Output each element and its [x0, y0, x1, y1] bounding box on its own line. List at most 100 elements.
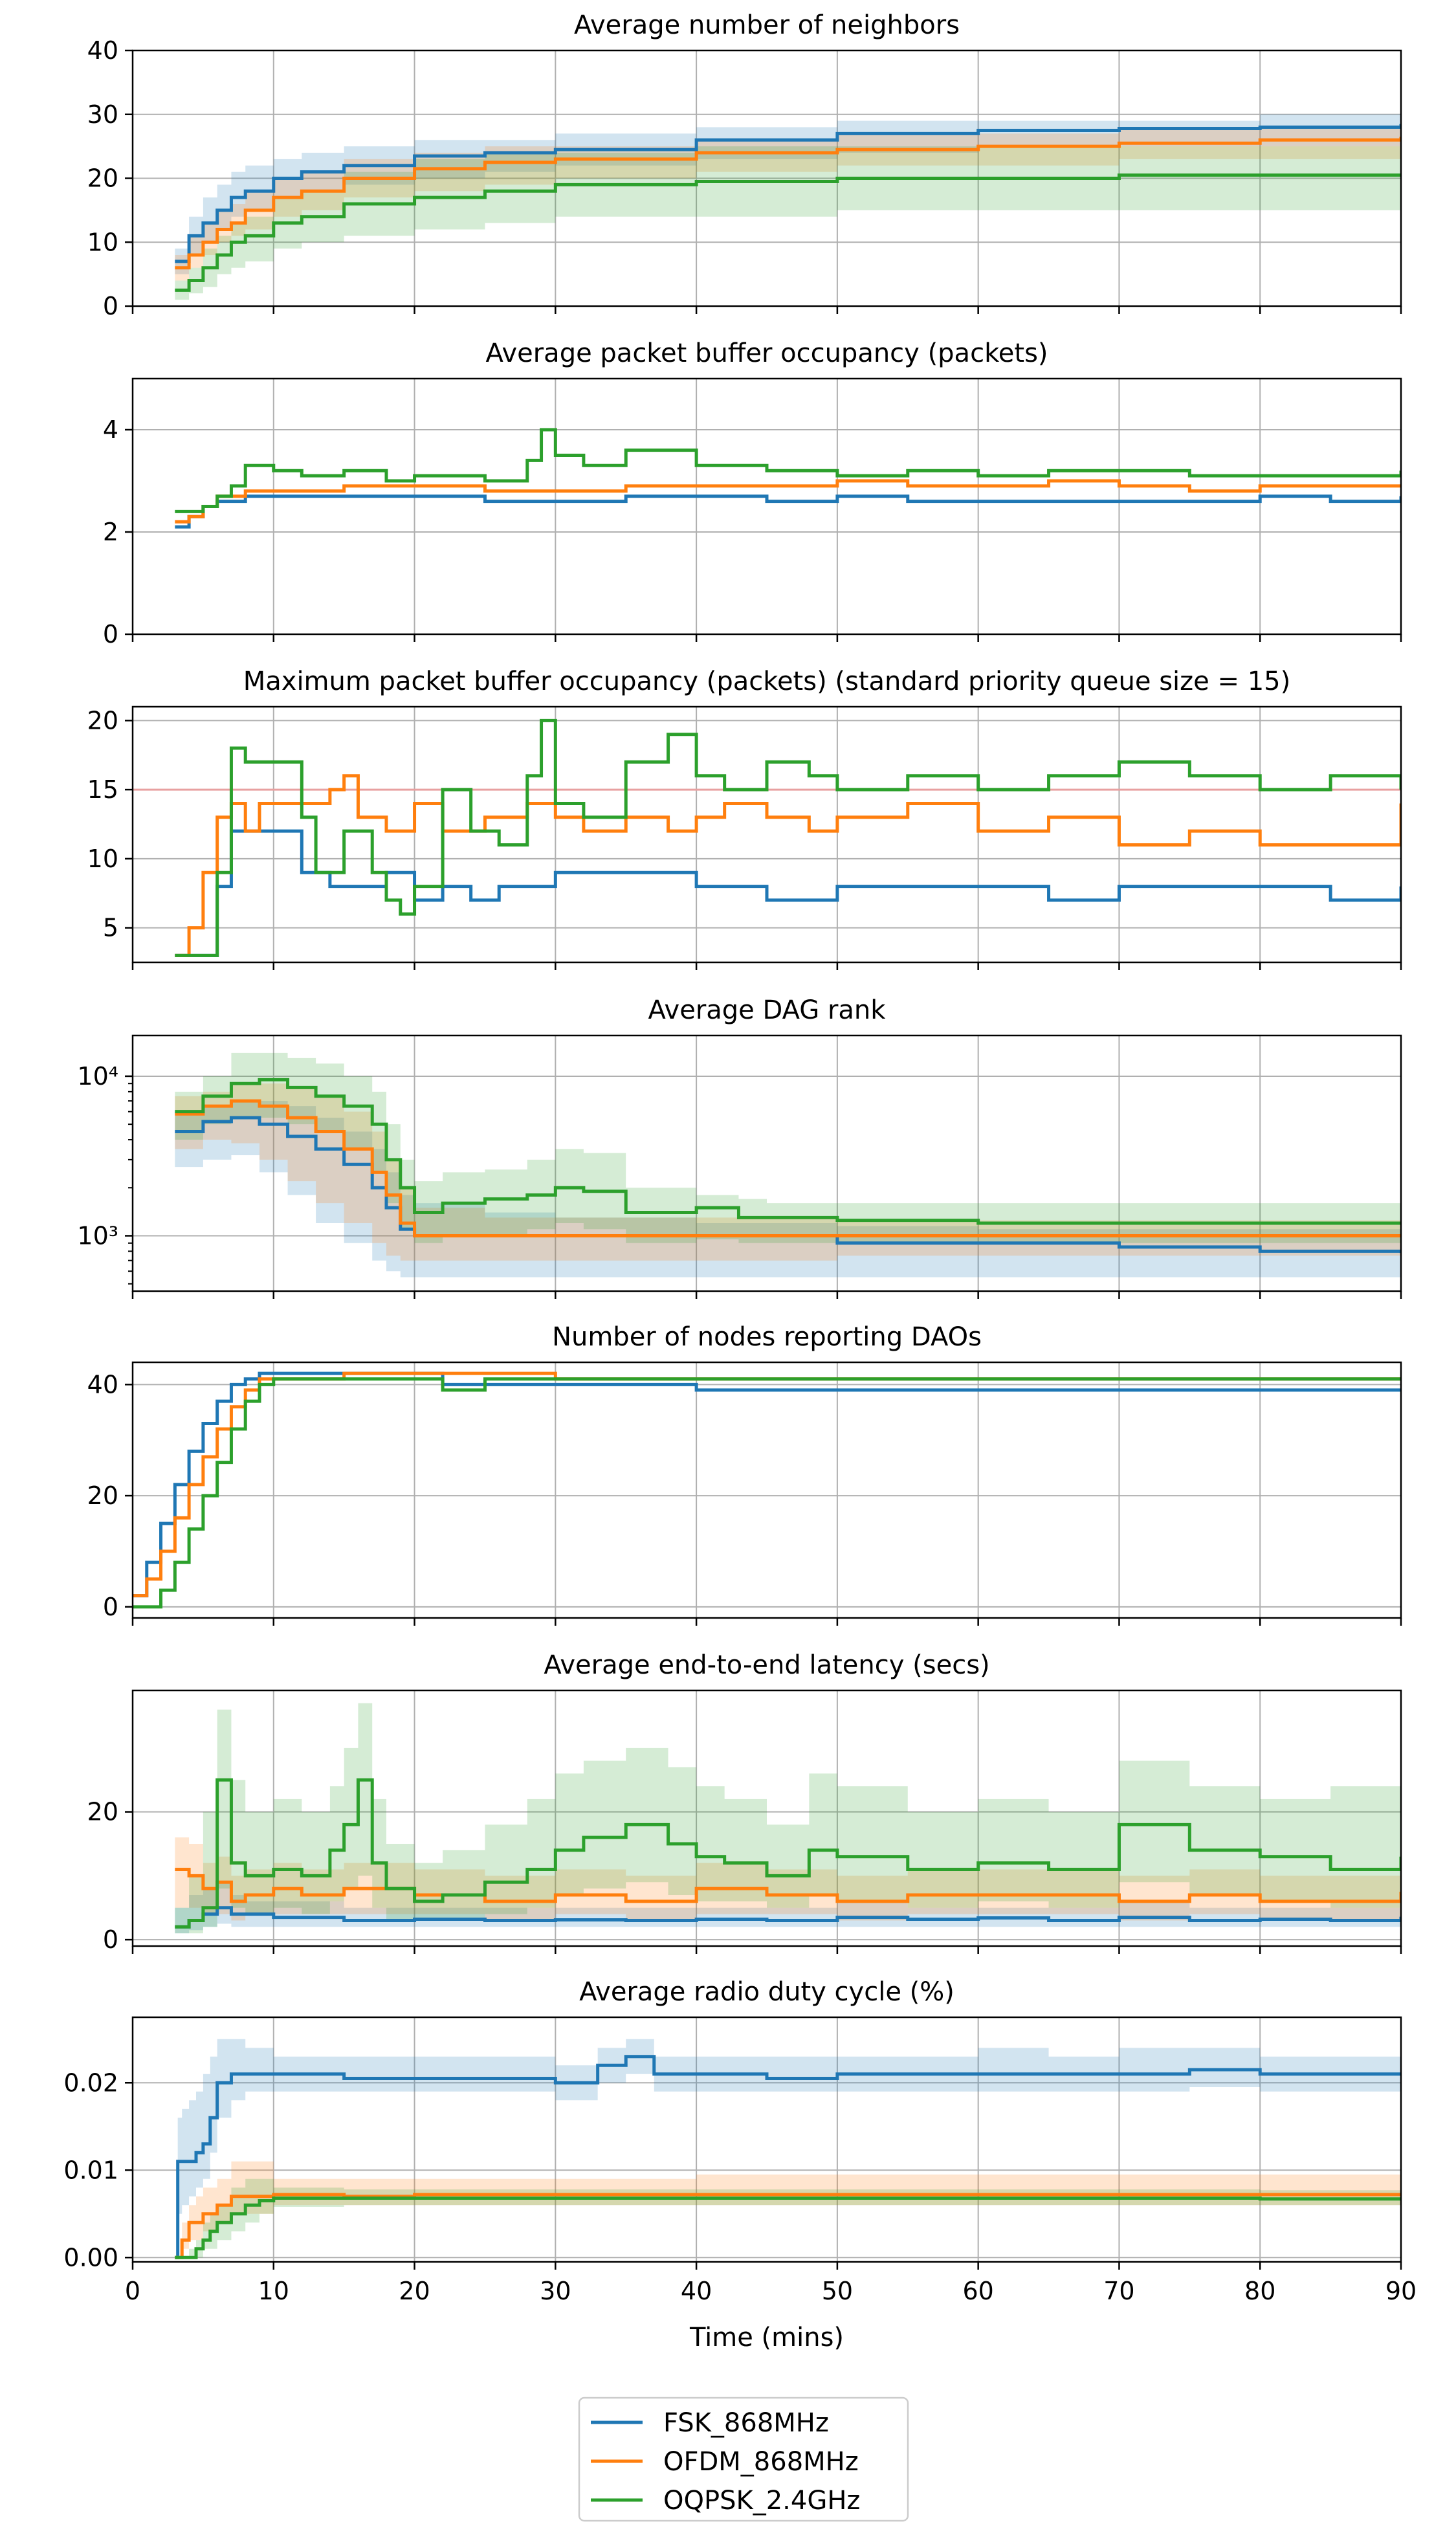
series-line-OFDM_868MHz [133, 1371, 1401, 1598]
series-line-OQPSK_2.4GHz [175, 428, 1401, 513]
plot-area-neighbors [175, 107, 1401, 300]
series-line-OQPSK_2.4GHz [175, 718, 1401, 957]
series-line-OQPSK_2.4GHz [175, 2196, 1401, 2259]
band-OFDM_868MHz [175, 1083, 1401, 1261]
axes-frame [131, 705, 1402, 964]
axes-frame [131, 377, 1402, 636]
y-tick-label: 5 [103, 914, 118, 942]
x-tick-label: 60 [962, 2277, 993, 2305]
x-tick-label: 70 [1103, 2277, 1134, 2305]
x-tick-label: 90 [1385, 2277, 1417, 2305]
series-line-OFDM_868MHz [175, 1868, 1401, 1903]
plot-area-dag-rank [175, 1052, 1401, 1278]
band-OFDM_868MHz [175, 1837, 1401, 1921]
series-line-OFDM_868MHz [175, 1099, 1401, 1237]
grid-latency [133, 1690, 1401, 1946]
panel-dao-nodes: 0 20 40 Number of nodes reporting DAOs [87, 1322, 1402, 1626]
axes-frame [131, 1034, 1402, 1292]
series-line-FSK_868MHz [175, 1116, 1401, 1254]
x-tick-label: 0 [125, 2277, 140, 2305]
panel-title: Average packet buffer occupancy (packets… [485, 338, 1048, 368]
y-tick-label: 40 [87, 36, 118, 65]
panel-duty-cycle: 0.00 0.01 0.02 Average radio duty cycle (%)… [63, 1977, 1417, 2305]
axes-frame [131, 1361, 1402, 1619]
legend: FSK_868MHz OFDM_868MHz OQPSK_2.4GHz [578, 2397, 909, 2522]
chart-panels: 0 10 20 30 40 Average number of neighbors 0 2 4 A… [63, 10, 1417, 2305]
axes-frame [131, 1689, 1402, 1947]
series-line-FSK_868MHz [133, 1371, 1401, 1598]
series-line-FSK_868MHz [175, 494, 1401, 529]
series-line-FSK_868MHz [175, 2055, 1401, 2259]
x-tick-label: 40 [681, 2277, 712, 2305]
panel-neighbors: 0 10 20 30 40 Average number of neighbors [87, 10, 1402, 320]
band-OQPSK_2.4GHz [175, 1052, 1401, 1243]
x-tick-label: 10 [258, 2277, 289, 2305]
x-tick-label: 30 [540, 2277, 571, 2305]
panel-latency: 0 20 Average end-to-end latency (secs) [87, 1650, 1402, 1954]
y-tick-label: 15 [87, 775, 118, 804]
legend-box [578, 2397, 909, 2522]
band-FSK_868MHz [175, 2039, 1401, 2258]
band-OQPSK_2.4GHz [175, 1703, 1401, 1934]
y-tick-label: 4 [103, 415, 118, 444]
band-OFDM_868MHz [175, 2161, 1401, 2258]
y-tick-label: 10 [87, 845, 118, 873]
y-tick-label: 20 [87, 706, 118, 735]
series-line-OQPSK_2.4GHz [175, 1778, 1401, 1929]
y-tick-label: 0 [103, 1593, 118, 1621]
axes-frame [131, 2016, 1402, 2263]
series-line-OFDM_868MHz [175, 2193, 1401, 2259]
grid-duty-cycle [133, 2017, 1401, 2262]
y-tick-label: 10³ [77, 1221, 118, 1250]
plot-area-dao-nodes [133, 1371, 1401, 1609]
y-tick-label: 0 [103, 620, 118, 648]
series-line-FSK_868MHz [175, 829, 1401, 957]
legend-label-FSK_868MHz: FSK_868MHz [663, 2408, 829, 2438]
y-tick-label: 20 [87, 1798, 118, 1826]
panel-avg-buffer: 0 2 4 Average packet buffer occupancy (pack… [103, 338, 1402, 648]
plot-area-duty-cycle [175, 2039, 1401, 2259]
panel-title: Maximum packet buffer occupancy (packets… [243, 667, 1290, 696]
y-tick-label: 10⁴ [77, 1062, 118, 1090]
series-line-FSK_868MHz [175, 124, 1401, 263]
y-tick-label: 0 [103, 292, 118, 320]
legend-label-OFDM_868MHz: OFDM_868MHz [663, 2447, 859, 2477]
grid-dao-nodes [133, 1362, 1401, 1618]
y-tick-label: 2 [103, 518, 118, 546]
y-tick-label: 20 [87, 164, 118, 193]
y-tick-label: 0.02 [63, 2068, 118, 2097]
y-tick-label: 0.01 [63, 2156, 118, 2184]
y-tick-label: 40 [87, 1370, 118, 1399]
y-tick-label: 20 [87, 1481, 118, 1510]
x-tick-label: 20 [399, 2277, 430, 2305]
grid-max-buffer [133, 707, 1401, 962]
plot-area-max-buffer [133, 718, 1401, 957]
panel-title: Average end-to-end latency (secs) [544, 1650, 989, 1680]
panel-max-buffer: 5 10 15 20 Maximum packet buffer occupancy (… [87, 667, 1402, 970]
panel-dag-rank: 10³ 10⁴ Average DAG rank [77, 995, 1402, 1299]
series-line-OFDM_868MHz [175, 137, 1401, 270]
band-OFDM_868MHz [175, 120, 1401, 281]
legend-label-OQPSK_2.4GHz: OQPSK_2.4GHz [663, 2486, 860, 2516]
plot-area-latency [175, 1703, 1401, 1934]
panel-title: Number of nodes reporting DAOs [552, 1322, 982, 1352]
grid-avg-buffer [133, 379, 1401, 635]
band-OQPSK_2.4GHz [175, 2178, 1401, 2258]
series-line-OQPSK_2.4GHz [133, 1377, 1401, 1609]
y-tick-label: 0 [103, 1925, 118, 1954]
y-tick-label: 30 [87, 100, 118, 129]
band-FSK_868MHz [175, 1101, 1401, 1278]
x-tick-label: 80 [1244, 2277, 1275, 2305]
band-FSK_868MHz [175, 107, 1401, 274]
plot-area-avg-buffer [175, 428, 1401, 529]
y-tick-label: 10 [87, 228, 118, 256]
panel-title: Average DAG rank [648, 995, 887, 1025]
y-tick-label: 0.00 [63, 2243, 118, 2272]
x-tick-label: 50 [822, 2277, 853, 2305]
series-line-OFDM_868MHz [175, 774, 1401, 957]
x-axis-label: Time (mins) [689, 2323, 844, 2352]
series-line-OQPSK_2.4GHz [175, 173, 1401, 292]
panel-title: Average number of neighbors [574, 10, 960, 40]
panel-title: Average radio duty cycle (%) [579, 1977, 954, 2007]
